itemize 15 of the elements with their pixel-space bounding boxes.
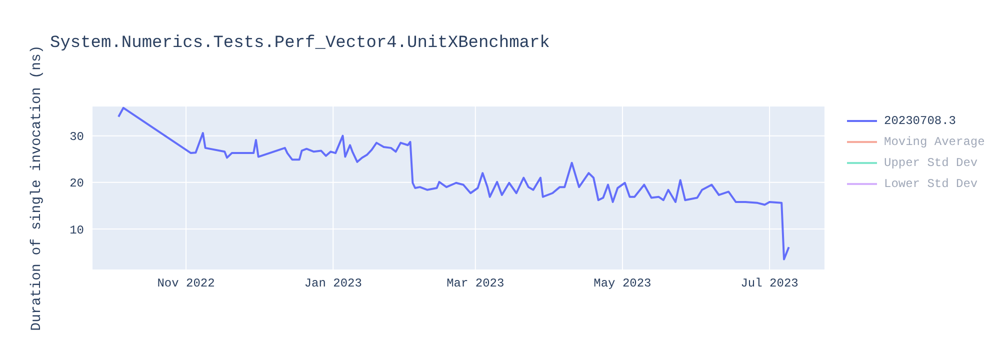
y-tick-label: 10 <box>70 223 84 238</box>
x-tick-label: Mar 2023 <box>446 276 504 291</box>
legend-label: 20230708.3 <box>884 114 956 128</box>
x-tick-label: Jul 2023 <box>740 276 798 291</box>
legend-label: Lower Std Dev <box>884 176 978 190</box>
chart-title: System.Numerics.Tests.Perf_Vector4.UnitXBenchmark <box>50 34 550 53</box>
legend-label: Upper Std Dev <box>884 156 978 170</box>
y-tick-label: 20 <box>70 176 84 191</box>
y-axis-title: Duration of single invocation (ns) <box>29 45 45 331</box>
y-tick-label: 30 <box>70 130 84 144</box>
x-tick-label: Jan 2023 <box>304 276 362 291</box>
x-tick-label: Nov 2022 <box>157 276 215 291</box>
x-tick-label: May 2023 <box>594 276 652 291</box>
legend-label: Moving Average <box>884 134 985 148</box>
line-series <box>118 106 790 260</box>
